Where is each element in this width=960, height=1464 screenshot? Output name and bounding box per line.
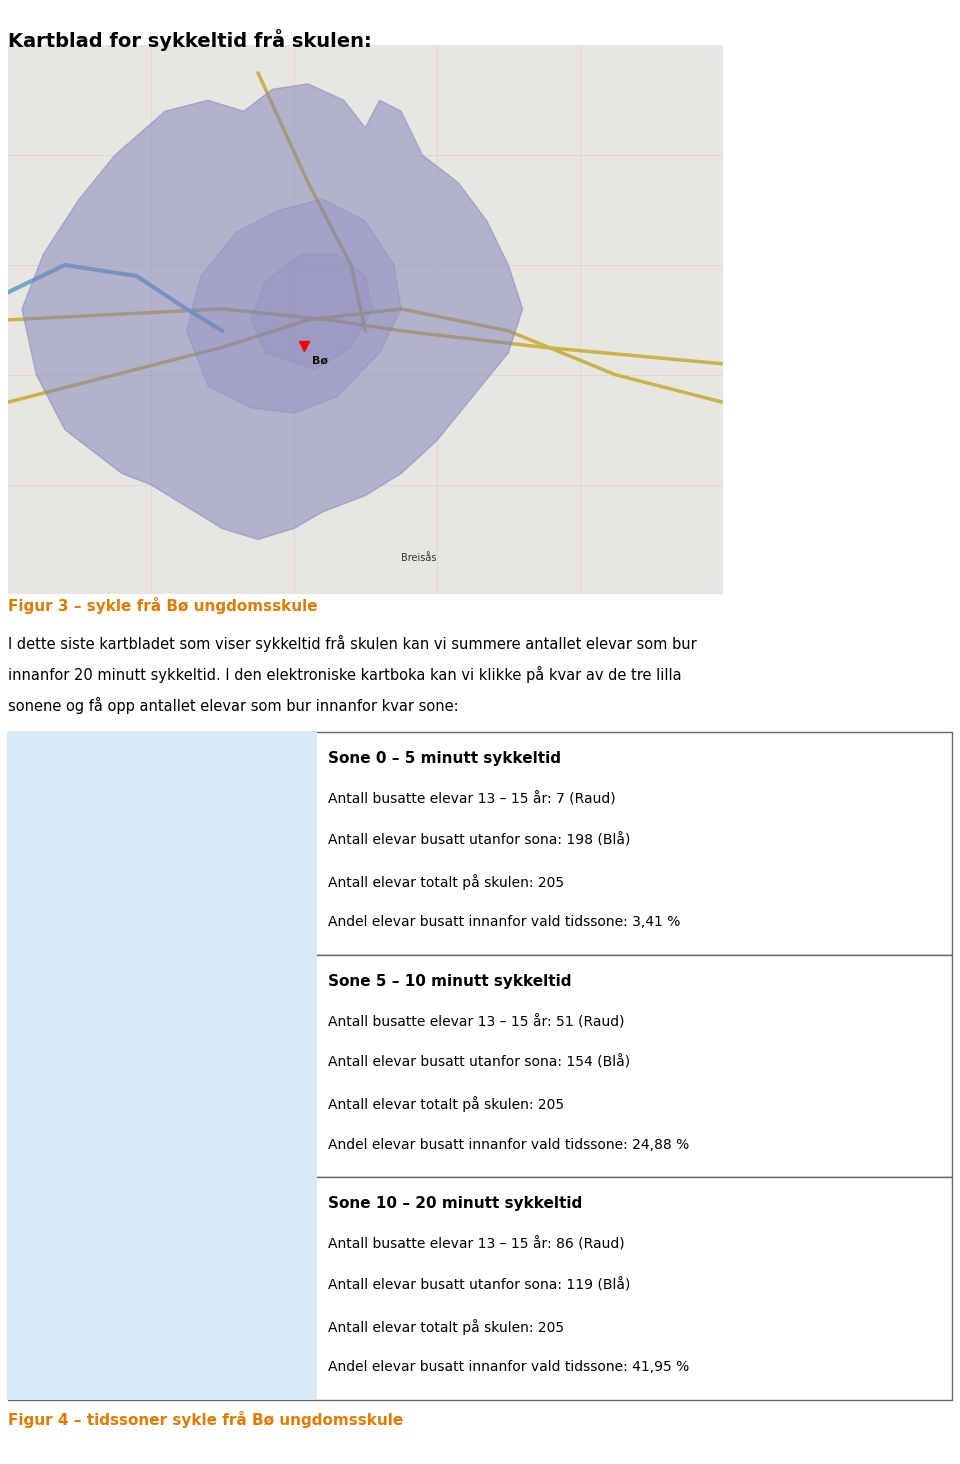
Text: sonene og få opp antallet elevar som bur innanfor kvar sone:: sonene og få opp antallet elevar som bur… xyxy=(8,697,458,714)
Polygon shape xyxy=(186,199,401,413)
Polygon shape xyxy=(162,1195,278,1370)
Text: Antall elevar totalt på skulen: 205: Antall elevar totalt på skulen: 205 xyxy=(328,1319,564,1335)
Text: Andel elevar busatt innanfor vald tidssone: 24,88 %: Andel elevar busatt innanfor vald tidsso… xyxy=(328,1138,689,1152)
Text: Antall busatte elevar 13 – 15 år: 51 (Raud): Antall busatte elevar 13 – 15 år: 51 (Ra… xyxy=(328,1015,625,1029)
Text: Bø: Bø xyxy=(312,356,327,366)
Text: Breisås: Breisås xyxy=(401,553,437,564)
Text: Figur 3 – sykle frå Bø ungdomsskule: Figur 3 – sykle frå Bø ungdomsskule xyxy=(8,597,318,615)
Text: Kartblad for sykkeltid frå skulen:: Kartblad for sykkeltid frå skulen: xyxy=(8,29,372,51)
Text: I dette siste kartbladet som viser sykkeltid frå skulen kan vi summere antallet : I dette siste kartbladet som viser sykke… xyxy=(8,635,696,653)
Text: Andel elevar busatt innanfor vald tidssone: 3,41 %: Andel elevar busatt innanfor vald tidsso… xyxy=(328,915,681,930)
Text: Antall elevar busatt utanfor sona: 119 (Blå): Antall elevar busatt utanfor sona: 119 (… xyxy=(328,1278,631,1293)
Polygon shape xyxy=(46,750,278,937)
Text: Antall elevar totalt på skulen: 205: Antall elevar totalt på skulen: 205 xyxy=(328,1097,564,1113)
Polygon shape xyxy=(251,255,372,369)
Polygon shape xyxy=(46,1195,219,1382)
Text: Antall elevar totalt på skulen: 205: Antall elevar totalt på skulen: 205 xyxy=(328,874,564,890)
Text: Sone 5 – 10 minutt sykkeltid: Sone 5 – 10 minutt sykkeltid xyxy=(328,974,572,988)
Polygon shape xyxy=(162,972,278,1066)
Text: Sone 10 – 20 minutt sykkeltid: Sone 10 – 20 minutt sykkeltid xyxy=(328,1196,583,1211)
Text: Antall elevar busatt utanfor sona: 198 (Blå): Antall elevar busatt utanfor sona: 198 (… xyxy=(328,833,631,848)
Text: Antall busatte elevar 13 – 15 år: 86 (Raud): Antall busatte elevar 13 – 15 år: 86 (Ra… xyxy=(328,1237,625,1252)
Text: Figur 4 – tidssoner sykle frå Bø ungdomsskule: Figur 4 – tidssoner sykle frå Bø ungdoms… xyxy=(8,1411,403,1429)
Text: Sone 0 – 5 minutt sykkeltid: Sone 0 – 5 minutt sykkeltid xyxy=(328,751,562,766)
Text: Antall elevar busatt utanfor sona: 154 (Blå): Antall elevar busatt utanfor sona: 154 (… xyxy=(328,1056,631,1070)
Polygon shape xyxy=(162,750,187,843)
Text: innanfor 20 minutt sykkeltid. I den elektroniske kartboka kan vi klikke på kvar : innanfor 20 minutt sykkeltid. I den elek… xyxy=(8,666,682,684)
Text: Antall busatte elevar 13 – 15 år: 7 (Raud): Antall busatte elevar 13 – 15 år: 7 (Rau… xyxy=(328,792,616,807)
Polygon shape xyxy=(46,972,278,1159)
Polygon shape xyxy=(22,83,522,540)
Text: Andel elevar busatt innanfor vald tidssone: 41,95 %: Andel elevar busatt innanfor vald tidsso… xyxy=(328,1360,689,1375)
